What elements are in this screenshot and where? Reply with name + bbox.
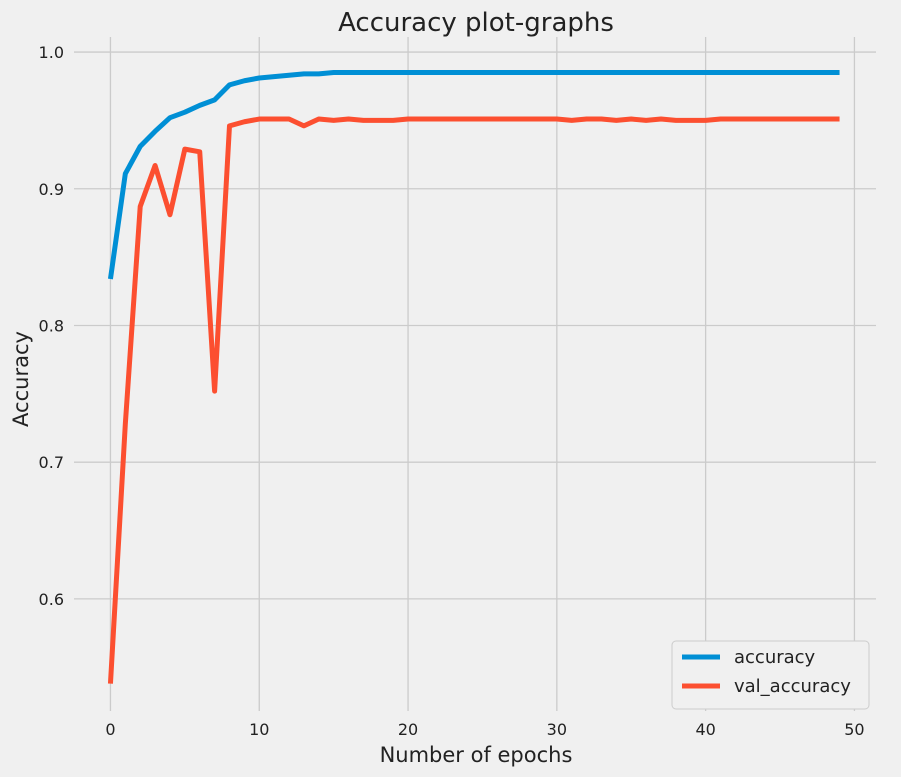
y-tick-label: 0.7 [39, 453, 64, 472]
x-tick-label: 30 [547, 720, 567, 739]
y-tick-label: 1.0 [39, 43, 64, 62]
y-axis-label: Accuracy [9, 331, 33, 427]
x-axis-label: Number of epochs [380, 743, 573, 767]
x-tick-label: 20 [398, 720, 418, 739]
series-line-val-accuracy [107, 116, 840, 684]
x-tick-labels: 0 10 20 30 40 50 [105, 720, 864, 739]
chart-title: Accuracy plot-graphs [338, 8, 614, 38]
y-tick-label: 0.9 [39, 180, 64, 199]
x-tick-label: 40 [695, 720, 715, 739]
x-tick-label: 0 [105, 720, 115, 739]
y-tick-label: 0.8 [39, 316, 64, 335]
series-line-accuracy [107, 70, 840, 280]
grid-lines [74, 37, 876, 711]
x-tick-label: 10 [249, 720, 269, 739]
legend-label-val-accuracy: val_accuracy [734, 676, 851, 697]
series-lines [107, 70, 840, 684]
legend: accuracy val_accuracy [671, 640, 870, 710]
y-tick-label: 0.6 [39, 590, 64, 609]
x-tick-label: 50 [844, 720, 864, 739]
y-tick-labels: 0.6 0.7 0.8 0.9 1.0 [39, 43, 64, 609]
legend-box [671, 640, 870, 710]
legend-label-accuracy: accuracy [734, 647, 816, 668]
plot-area [74, 37, 876, 711]
